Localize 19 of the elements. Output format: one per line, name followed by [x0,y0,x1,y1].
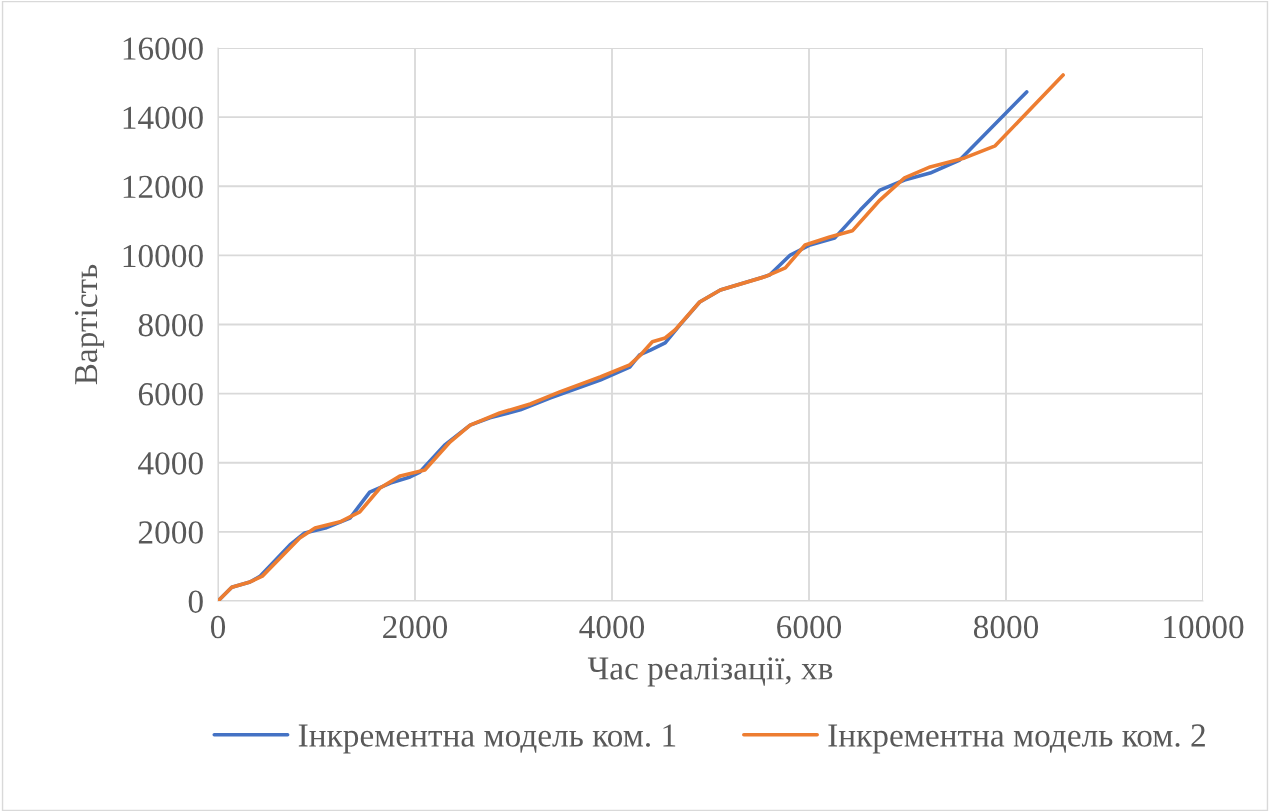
x-tick-label: 8000 [973,615,1039,639]
y-tick-label: 4000 [138,452,203,475]
legend-label: Інкрементна модель ком. 1 [298,724,676,754]
x-tick-label: 0 [210,615,226,639]
x-tick-label: 2000 [383,615,448,639]
x-axis-title: Час реалізації, хв [587,657,833,687]
y-axis-title: Вартість [74,264,105,385]
y-tick-label: 6000 [138,383,203,406]
legend-label: Інкрементна модель ком. 2 [828,724,1205,754]
y-tick-label: 12000 [123,175,203,199]
y-tick-label: 0 [188,590,203,613]
y-tick-label: 16000 [123,37,203,60]
x-tick-label: 4000 [579,615,645,639]
y-tick-label: 8000 [138,313,203,337]
x-tick-label: 10000 [1164,615,1244,639]
y-tick-label: 14000 [123,106,203,130]
x-tick-label: 6000 [777,615,842,639]
y-tick-label: 2000 [138,521,203,544]
y-tick-label: 10000 [123,244,203,268]
